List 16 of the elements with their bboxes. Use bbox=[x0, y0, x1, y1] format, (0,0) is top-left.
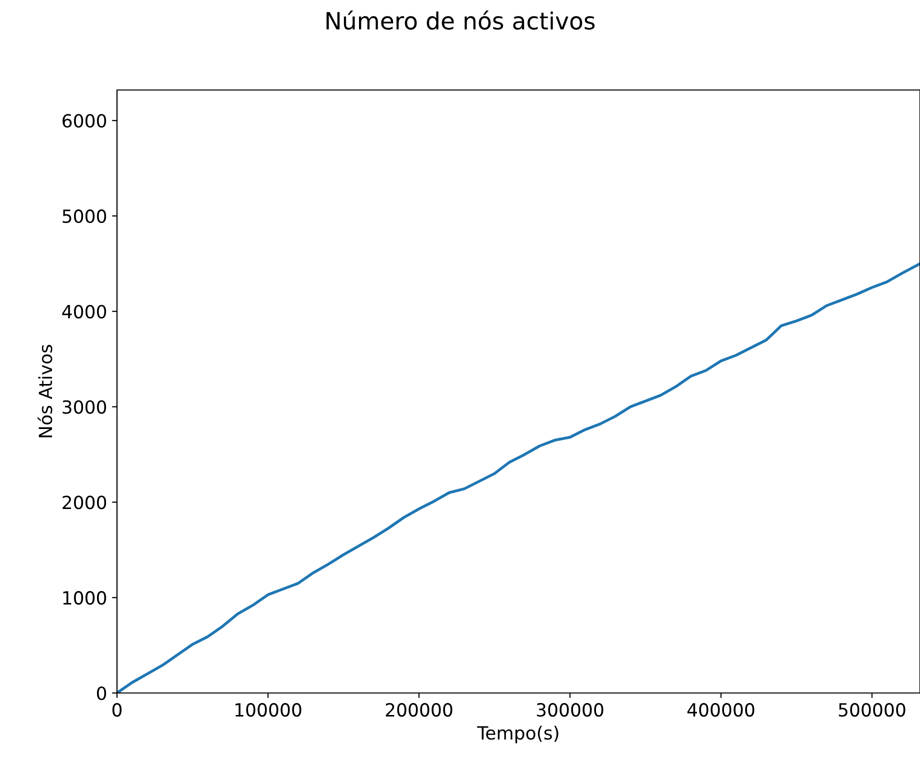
y-tick-label: 4000 bbox=[62, 304, 106, 318]
x-tick-label: 100000 bbox=[236, 703, 302, 717]
y-tick-label: 6000 bbox=[62, 114, 106, 128]
x-tick-label: 400000 bbox=[687, 703, 754, 717]
y-tick-label: 1000 bbox=[63, 591, 106, 605]
y-tick-label: 2000 bbox=[62, 496, 106, 510]
y-tick-label: 3000 bbox=[62, 400, 106, 414]
x-tick-label: 300000 bbox=[536, 703, 604, 717]
chart-title: Número de nós activos bbox=[326, 10, 595, 30]
y-axis-title: Nós Ativos bbox=[38, 344, 52, 438]
y-tick-label: 5000 bbox=[62, 209, 106, 224]
x-tick-label: 200000 bbox=[386, 703, 452, 717]
x-tick-label: 500000 bbox=[838, 703, 906, 717]
y-tick-label: 0 bbox=[96, 686, 106, 700]
x-axis-title: Tempo(s) bbox=[477, 726, 558, 744]
x-tick-label: 0 bbox=[112, 703, 122, 717]
